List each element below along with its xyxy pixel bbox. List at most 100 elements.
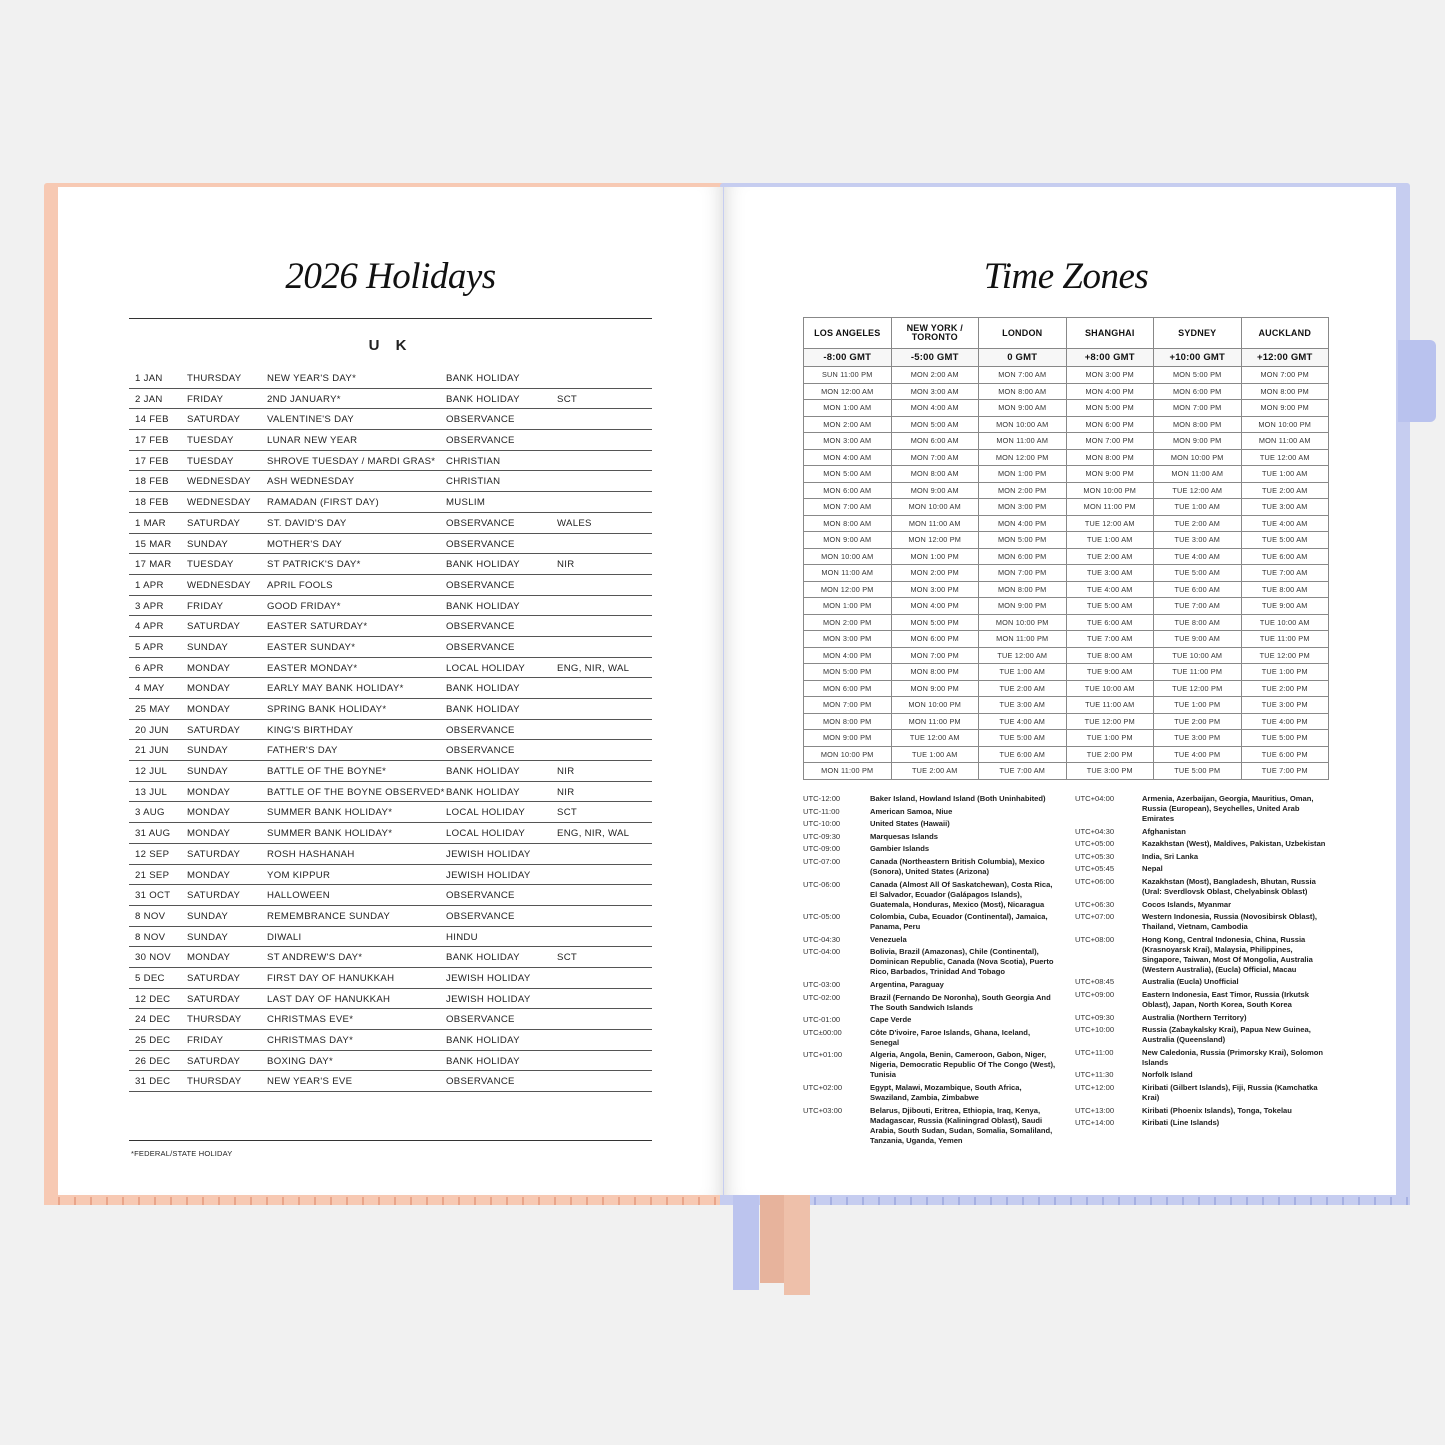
time-cell: MON 7:00 AM: [890, 448, 979, 466]
utc-entry: UTC-10:00 United States (Hawaii): [803, 819, 1060, 832]
holiday-region: SCT: [557, 393, 578, 405]
time-cell: TUE 6:00 AM: [1240, 547, 1329, 565]
holiday-weekday: SUNDAY: [187, 641, 229, 653]
utc-regions: Canada (Almost All Of Saskatchewan), Cos…: [870, 879, 1053, 909]
time-cell: MON 2:00 AM: [890, 366, 979, 384]
utc-offset: UTC+09:30: [1075, 1012, 1115, 1022]
utc-offset: UTC-11:00: [803, 806, 840, 816]
time-cell: MON 6:00 PM: [978, 547, 1067, 565]
bookmark-ribbon-peach-2[interactable]: [784, 1195, 810, 1295]
holiday-holiday-type: BANK HOLIDAY: [446, 559, 520, 571]
time-cell: TUE 4:00 PM: [1153, 745, 1242, 763]
holiday-holiday-type: BANK HOLIDAY: [446, 1035, 520, 1046]
time-cell: TUE 8:00 AM: [1240, 580, 1329, 598]
time-cell: MON 9:00 PM: [1240, 399, 1329, 417]
time-cell: MON 9:00 AM: [978, 399, 1067, 417]
holiday-date: 5 APR: [135, 641, 164, 653]
time-cell: TUE 3:00 AM: [1065, 564, 1154, 582]
time-cell: TUE 12:00 PM: [1065, 712, 1154, 730]
time-cell: MON 7:00 PM: [978, 564, 1067, 582]
holiday-weekday: MONDAY: [187, 704, 231, 715]
utc-offset: UTC+01:00: [803, 1050, 843, 1060]
holiday-row: 25 MAY MONDAY SPRING BANK HOLIDAY* BANK HOL…: [129, 699, 652, 720]
time-row: MON 6:00 PM MON 9:00 PM TUE 2:00 AM TUE 10:…: [803, 679, 1329, 697]
holiday-holiday-type: OBSERVANCE: [446, 1076, 515, 1088]
time-cell: TUE 5:00 AM: [1240, 531, 1329, 549]
page-tab[interactable]: [1398, 340, 1436, 422]
holiday-date: 18 FEB: [135, 497, 169, 509]
time-cell: TUE 9:00 AM: [1153, 630, 1242, 648]
time-cell: MON 9:00 PM: [1065, 465, 1154, 483]
bookmark-ribbon-lavender[interactable]: [733, 1195, 759, 1290]
time-row: MON 11:00 AM MON 2:00 PM MON 7:00 PM TUE 3:…: [803, 564, 1329, 582]
time-cell: TUE 11:00 PM: [1153, 663, 1242, 681]
holiday-date: 20 JUN: [135, 724, 169, 736]
utc-offset: UTC-01:00: [803, 1015, 841, 1025]
cover-stripe: [720, 1197, 1410, 1205]
holiday-row: 4 MAY MONDAY EARLY MAY BANK HOLIDAY* BANK H…: [129, 678, 652, 699]
holiday-date: 25 MAY: [135, 704, 171, 715]
time-cell: TUE 7:00 AM: [1240, 564, 1329, 582]
holiday-holiday-type: LOCAL HOLIDAY: [446, 828, 526, 840]
holiday-weekday: MONDAY: [187, 807, 231, 819]
utc-entry: UTC+01:00 Algeria, Angola, Benin, Cameroo…: [803, 1050, 1060, 1083]
utc-offset: UTC+13:00: [1075, 1105, 1115, 1115]
holiday-holiday-type: JEWISH HOLIDAY: [446, 993, 531, 1005]
time-cell: TUE 5:00 AM: [1153, 564, 1242, 582]
holiday-holiday-type: OBSERVANCE: [446, 538, 515, 550]
holiday-weekday: WEDNESDAY: [187, 476, 251, 488]
holiday-weekday: TUESDAY: [187, 559, 234, 571]
time-cell: TUE 1:00 PM: [1240, 663, 1329, 681]
holiday-row: 4 APR SATURDAY EASTER SATURDAY* OBSERVANCE: [129, 616, 652, 637]
time-cell: TUE 4:00 AM: [1153, 547, 1242, 565]
holiday-date: 1 MAR: [135, 517, 166, 529]
utc-regions: Kazakhstan (West), Maldives, Pakistan, U…: [1142, 839, 1326, 849]
holiday-region: SCT: [557, 952, 578, 964]
holiday-row: 18 FEB WEDNESDAY RAMADAN (FIRST DAY) MUSLIM: [129, 492, 652, 513]
time-cell: MON 7:00 PM: [890, 646, 979, 664]
divider: [129, 318, 652, 319]
time-cell: MON 5:00 AM: [803, 465, 892, 483]
time-row: MON 9:00 PM TUE 12:00 AM TUE 5:00 AM TUE 1:…: [803, 729, 1329, 747]
bookmark-ribbon-peach[interactable]: [760, 1195, 786, 1283]
holiday-holiday-type: OBSERVANCE: [446, 414, 515, 426]
time-cell: MON 2:00 PM: [978, 481, 1067, 499]
utc-regions: Côte D'ivoire, Faroe Islands, Ghana, Ice…: [870, 1027, 1031, 1047]
holiday-date: 31 OCT: [135, 890, 171, 902]
utc-entry: UTC+02:00 Egypt, Malawi, Mozambique, Sout…: [803, 1083, 1060, 1106]
time-cell: MON 3:00 PM: [890, 580, 979, 598]
utc-offset: UTC+07:00: [1075, 912, 1115, 922]
utc-regions: Venezuela: [870, 934, 907, 944]
holiday-row: 31 OCT SATURDAY HALLOWEEN OBSERVANCE: [129, 885, 652, 906]
holiday-weekday: MONDAY: [187, 683, 231, 695]
utc-regions: Argentina, Paraguay: [870, 979, 944, 989]
time-cell: TUE 9:00 AM: [1240, 597, 1329, 615]
holiday-row: 5 DEC SATURDAY FIRST DAY OF HANUKKAH JEWISH…: [129, 968, 652, 989]
utc-entry: UTC+13:00 Kiribati (Phoenix Islands), Ton…: [1075, 1106, 1332, 1119]
time-cell: MON 11:00 AM: [890, 514, 979, 532]
time-row: MON 9:00 AM MON 12:00 PM MON 5:00 PM TUE 1:…: [803, 531, 1329, 549]
utc-regions: Afghanistan: [1142, 826, 1186, 836]
utc-offset: UTC-03:00: [803, 979, 841, 989]
time-row: MON 2:00 AM MON 5:00 AM MON 10:00 AM MON 6:…: [803, 415, 1329, 433]
holiday-holiday-name: 2ND JANUARY*: [267, 393, 341, 405]
holiday-row: 13 JUL MONDAY BATTLE OF THE BOYNE OBSERVED…: [129, 782, 652, 803]
time-cell: TUE 3:00 PM: [1153, 729, 1242, 747]
utc-entry: UTC-06:00 Canada (Almost All Of Saskatche…: [803, 880, 1060, 913]
holiday-region: NIR: [557, 766, 575, 778]
holiday-date: 25 DEC: [135, 1035, 171, 1046]
time-cell: TUE 4:00 AM: [1240, 514, 1329, 532]
utc-offset: UTC+03:00: [803, 1105, 843, 1115]
holiday-row: 14 FEB SATURDAY VALENTINE'S DAY OBSERVANCE: [129, 409, 652, 431]
holiday-holiday-type: OBSERVANCE: [446, 641, 515, 653]
time-cell: TUE 6:00 PM: [1240, 745, 1329, 763]
utc-entry: UTC+11:00 New Caledonia, Russia (Primorsk…: [1075, 1048, 1332, 1071]
holiday-weekday: MONDAY: [187, 869, 231, 881]
utc-regions: American Samoa, Niue: [870, 806, 953, 816]
holiday-holiday-name: VALENTINE'S DAY: [267, 414, 355, 426]
utc-offset: UTC±00:00: [803, 1027, 842, 1037]
time-cell: MON 10:00 AM: [803, 547, 892, 565]
time-cell: MON 4:00 AM: [890, 399, 979, 417]
time-cell: MON 7:00 PM: [1240, 366, 1329, 384]
utc-regions: Marquesas Islands: [870, 831, 938, 841]
